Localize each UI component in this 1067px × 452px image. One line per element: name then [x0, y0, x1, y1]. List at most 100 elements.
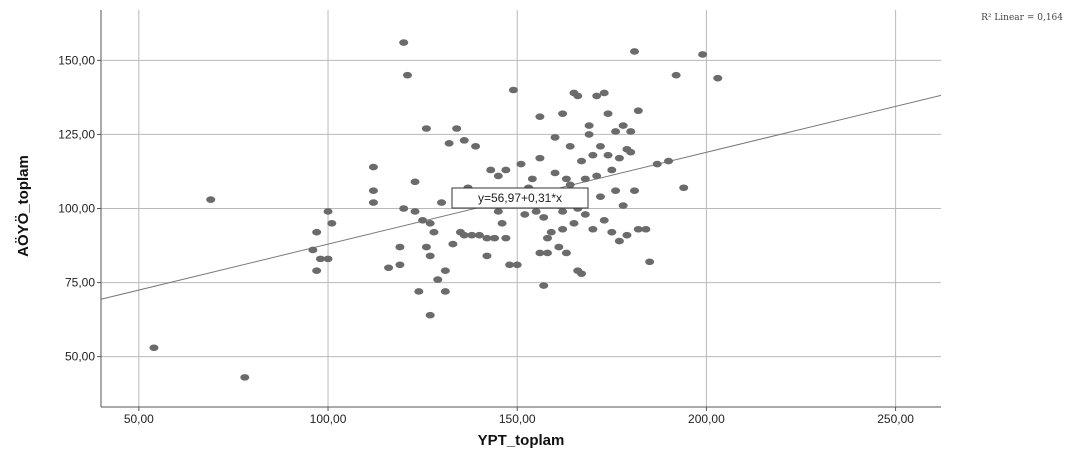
data-point: [395, 261, 405, 269]
data-point: [614, 237, 624, 245]
data-point: [633, 225, 643, 233]
data-point: [664, 157, 674, 165]
data-point: [410, 208, 420, 215]
data-point: [561, 249, 571, 257]
x-tick-label: 200,00: [688, 412, 725, 426]
data-point: [410, 178, 420, 186]
data-point: [565, 142, 575, 150]
x-tick-label: 50,00: [124, 412, 154, 426]
data-point: [418, 217, 428, 224]
data-point: [501, 234, 511, 242]
x-tick-label: 100,00: [310, 412, 347, 426]
data-point: [558, 225, 568, 233]
equation-label-box: [451, 187, 589, 209]
data-point: [611, 128, 621, 135]
data-point: [471, 142, 481, 150]
data-point: [240, 374, 250, 381]
data-point: [433, 276, 443, 283]
data-point: [599, 217, 609, 224]
data-point: [539, 214, 549, 221]
grid-lines: [101, 10, 941, 407]
data-point: [588, 151, 598, 159]
data-point: [622, 231, 632, 239]
data-point: [497, 220, 507, 227]
data-point: [577, 157, 587, 165]
data-point: [671, 71, 681, 79]
data-point: [482, 252, 492, 260]
data-point: [368, 187, 378, 195]
data-point: [440, 267, 450, 275]
data-point: [421, 243, 431, 251]
data-point: [592, 172, 602, 180]
data-point: [626, 128, 636, 135]
data-point: [580, 175, 590, 183]
data-point: [558, 110, 568, 117]
x-tick-label: 150,00: [499, 412, 536, 426]
data-point: [308, 246, 318, 254]
data-point: [614, 154, 624, 162]
data-point: [542, 234, 552, 242]
data-point: [546, 228, 556, 236]
data-point: [520, 211, 530, 218]
data-point: [542, 249, 552, 257]
data-point: [312, 228, 322, 236]
data-point: [531, 208, 541, 215]
data-point: [149, 344, 159, 352]
data-point: [327, 220, 337, 227]
data-point: [599, 89, 609, 97]
y-tick-label: 125,00: [58, 127, 95, 141]
data-point: [588, 225, 598, 233]
data-point: [444, 140, 454, 147]
data-point: [425, 311, 435, 319]
data-point: [607, 166, 617, 174]
data-point: [630, 187, 640, 195]
data-point: [595, 142, 605, 150]
data-point: [603, 151, 613, 159]
y-tick-label: 75,00: [65, 276, 95, 290]
x-tick-label: 250,00: [877, 412, 914, 426]
data-point: [603, 110, 613, 117]
data-point: [395, 243, 405, 251]
data-point: [527, 175, 537, 183]
data-point: [414, 288, 424, 295]
data-point: [584, 131, 594, 138]
data-point: [482, 234, 492, 242]
data-point: [633, 107, 643, 115]
data-point: [516, 160, 526, 168]
data-point: [679, 184, 689, 192]
data-point: [402, 71, 412, 79]
y-tick-label: 150,00: [58, 53, 95, 67]
data-point: [452, 125, 462, 132]
data-point: [368, 163, 378, 171]
equation-label-group: y=56,97+0,31*x: [451, 187, 589, 209]
data-point: [421, 125, 431, 132]
data-point: [384, 264, 394, 272]
data-point: [592, 92, 602, 100]
data-point: [580, 211, 590, 218]
data-point: [550, 134, 560, 141]
data-point: [554, 243, 564, 251]
data-point: [535, 113, 545, 120]
data-point: [595, 193, 605, 200]
data-point: [429, 228, 439, 236]
data-point: [611, 187, 621, 195]
data-point: [550, 169, 560, 177]
data-point: [618, 202, 628, 209]
r-squared-label: R² Linear = 0,164: [981, 13, 1063, 23]
data-point: [569, 220, 579, 227]
data-point: [535, 154, 545, 162]
y-tick-label: 100,00: [58, 202, 95, 216]
data-point: [573, 92, 583, 100]
data-point: [565, 181, 575, 189]
data-point: [459, 137, 469, 144]
data-point: [558, 208, 568, 215]
data-point: [501, 166, 511, 174]
data-point: [312, 267, 322, 275]
data-point: [323, 208, 333, 215]
data-point: [399, 205, 409, 212]
x-axis-title: YPT_toplam: [478, 432, 565, 449]
axes: [97, 10, 941, 411]
y-axis-title: AÖYÖ_toplam: [15, 155, 32, 257]
data-point: [618, 122, 628, 129]
data-point: [399, 39, 409, 46]
